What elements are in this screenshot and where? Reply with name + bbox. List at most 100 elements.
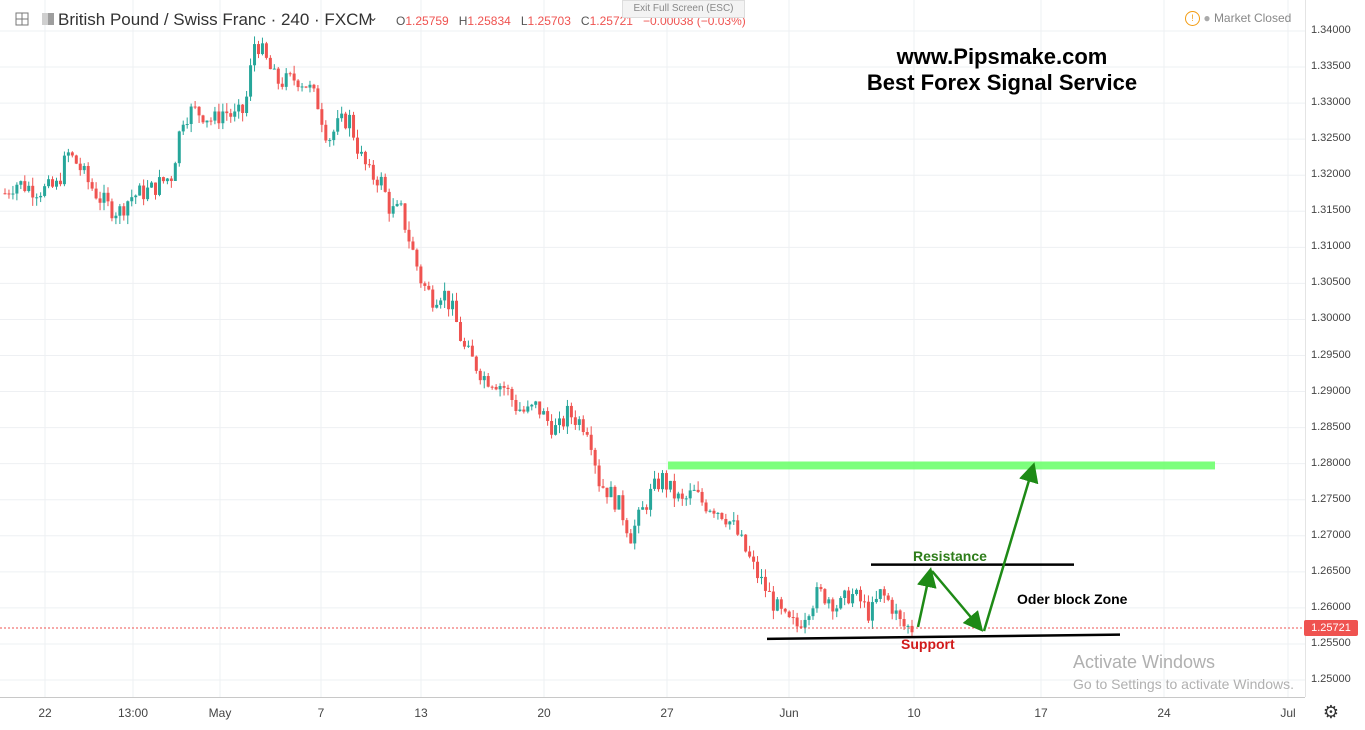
ohlc-high: 1.25834 xyxy=(467,14,511,28)
candle-body xyxy=(653,478,657,489)
candle-body xyxy=(256,44,260,55)
candle-body xyxy=(423,283,427,286)
candle-body xyxy=(744,534,748,552)
candle-body xyxy=(668,480,672,490)
candle-body xyxy=(395,203,399,207)
candle-body xyxy=(593,449,597,466)
ohlc-low-label: L xyxy=(520,14,528,28)
time-tick-label: May xyxy=(208,706,232,720)
candle-body xyxy=(39,195,43,198)
watermark-tagline: Best Forex Signal Service xyxy=(866,70,1138,95)
candle-body xyxy=(316,88,320,110)
candle-body xyxy=(514,399,518,411)
price-chart[interactable] xyxy=(0,0,1305,697)
candle-body xyxy=(458,321,462,341)
candle-body xyxy=(225,111,229,114)
price-tick-label: 1.25500 xyxy=(1311,636,1351,649)
chart-drawings[interactable] xyxy=(0,461,1305,641)
candle-body xyxy=(724,518,728,525)
candle-body xyxy=(54,180,58,187)
candle-body xyxy=(138,185,142,196)
candle-body xyxy=(233,111,237,117)
candle-body xyxy=(763,576,767,591)
candle-body xyxy=(308,84,312,88)
resistance-label: Resistance xyxy=(913,548,987,564)
candle-body xyxy=(696,489,700,492)
candle-body xyxy=(399,203,403,205)
candle-body xyxy=(716,512,720,514)
candle-body xyxy=(324,124,328,141)
candle-body xyxy=(304,86,308,88)
exit-fullscreen-button[interactable]: Exit Full Screen (ESC) xyxy=(622,0,745,18)
candle-body xyxy=(478,370,482,381)
candle-body xyxy=(209,120,213,122)
candle-body xyxy=(767,590,771,592)
candle-body xyxy=(890,599,894,614)
candle-body xyxy=(859,589,863,602)
candle-body xyxy=(672,480,676,499)
candle-body xyxy=(300,86,304,88)
candle-body xyxy=(217,111,221,124)
time-tick-label: 24 xyxy=(1157,706,1171,720)
candle-body xyxy=(284,73,288,87)
candle-body xyxy=(126,201,130,216)
ohlc-low: 1.25703 xyxy=(527,14,571,28)
candle-body xyxy=(363,151,367,165)
time-tick-label: 10 xyxy=(907,706,921,720)
candle-body xyxy=(213,111,217,121)
candle-body xyxy=(486,376,490,387)
candle-body xyxy=(411,241,415,250)
candle-body xyxy=(759,576,763,579)
symbol-title[interactable]: British Pound / Swiss Franc · 240 · FXCM xyxy=(58,10,373,29)
time-axis[interactable]: 22 13:00 May 7 13 20 27 Jun 10 17 24 Jul xyxy=(0,697,1305,730)
time-tick-label: Jun xyxy=(779,706,799,720)
target-zone-rect xyxy=(668,461,1215,470)
candle-body xyxy=(419,266,423,284)
candle-body xyxy=(625,520,629,534)
candle-body xyxy=(82,166,86,171)
order-block-label: Oder block Zone xyxy=(1017,591,1128,607)
candle-body xyxy=(811,608,815,617)
candle-body xyxy=(431,289,435,308)
ohlc-open-label: O xyxy=(396,14,406,28)
candle-body xyxy=(601,486,605,488)
candle-body xyxy=(451,300,455,310)
candle-body xyxy=(494,386,498,390)
candle-body xyxy=(629,533,633,544)
price-tick-label: 1.26500 xyxy=(1311,564,1351,577)
candle-body xyxy=(3,193,7,195)
candle-body xyxy=(720,512,724,519)
candle-body xyxy=(700,491,704,503)
price-tick-label: 1.27500 xyxy=(1311,492,1351,505)
candle-body xyxy=(340,113,344,119)
candle-body xyxy=(43,186,47,196)
candle-body xyxy=(906,625,910,627)
candle-body xyxy=(292,73,296,81)
candle-body xyxy=(383,176,387,192)
candle-body xyxy=(569,405,573,418)
candle-body xyxy=(692,489,696,491)
candle-body xyxy=(664,473,668,490)
candle-body xyxy=(791,617,795,619)
candle-body xyxy=(680,493,684,499)
candle-body xyxy=(193,106,197,108)
candle-body xyxy=(201,115,205,123)
candle-body xyxy=(165,178,169,182)
market-status: ! ● Market Closed xyxy=(1185,11,1291,27)
candle-body xyxy=(474,356,478,371)
gear-icon[interactable]: ⚙ xyxy=(1322,702,1340,722)
candle-body xyxy=(435,304,439,308)
time-tick-label: 17 xyxy=(1034,706,1048,720)
chevron-down-icon[interactable]: ⌄ xyxy=(368,10,379,24)
candle-body xyxy=(106,192,110,202)
expand-icon[interactable] xyxy=(15,12,29,26)
candle-body xyxy=(554,425,558,435)
price-tick-label: 1.31500 xyxy=(1311,204,1351,217)
candle-body xyxy=(31,185,35,198)
candle-body xyxy=(807,616,811,620)
candle-body xyxy=(375,179,379,186)
candle-body xyxy=(332,131,336,141)
price-tick-label: 1.29500 xyxy=(1311,348,1351,361)
candle-body xyxy=(815,587,819,609)
candle-body xyxy=(391,206,395,214)
